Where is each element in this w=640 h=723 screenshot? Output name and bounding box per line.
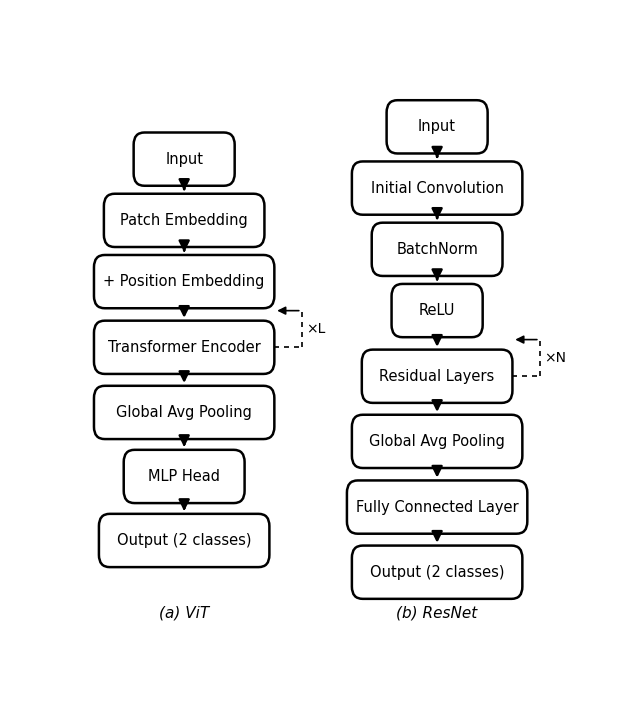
Text: Global Avg Pooling: Global Avg Pooling bbox=[116, 405, 252, 420]
FancyBboxPatch shape bbox=[352, 161, 522, 215]
FancyBboxPatch shape bbox=[134, 132, 235, 186]
FancyBboxPatch shape bbox=[94, 255, 275, 308]
FancyBboxPatch shape bbox=[387, 100, 488, 153]
Text: Input: Input bbox=[165, 152, 203, 166]
FancyBboxPatch shape bbox=[124, 450, 244, 503]
FancyBboxPatch shape bbox=[99, 514, 269, 567]
Text: Output (2 classes): Output (2 classes) bbox=[117, 533, 252, 548]
FancyBboxPatch shape bbox=[94, 386, 275, 439]
Text: Residual Layers: Residual Layers bbox=[380, 369, 495, 384]
Text: Initial Convolution: Initial Convolution bbox=[371, 181, 504, 196]
FancyBboxPatch shape bbox=[352, 546, 522, 599]
Text: Fully Connected Layer: Fully Connected Layer bbox=[356, 500, 518, 515]
Text: ReLU: ReLU bbox=[419, 303, 455, 318]
Text: (a) ViT: (a) ViT bbox=[159, 605, 209, 620]
FancyBboxPatch shape bbox=[104, 194, 264, 247]
Text: Input: Input bbox=[418, 119, 456, 134]
FancyBboxPatch shape bbox=[94, 321, 275, 374]
Text: BatchNorm: BatchNorm bbox=[396, 241, 478, 257]
FancyBboxPatch shape bbox=[392, 284, 483, 337]
FancyBboxPatch shape bbox=[362, 350, 513, 403]
FancyBboxPatch shape bbox=[372, 223, 502, 276]
FancyBboxPatch shape bbox=[352, 415, 522, 468]
Text: ×L: ×L bbox=[306, 322, 325, 336]
Text: Patch Embedding: Patch Embedding bbox=[120, 213, 248, 228]
Text: Output (2 classes): Output (2 classes) bbox=[370, 565, 504, 580]
Text: + Position Embedding: + Position Embedding bbox=[104, 274, 265, 289]
Text: (b) ResNet: (b) ResNet bbox=[397, 605, 477, 620]
Text: MLP Head: MLP Head bbox=[148, 469, 220, 484]
Text: Transformer Encoder: Transformer Encoder bbox=[108, 340, 260, 355]
Text: ×N: ×N bbox=[544, 351, 566, 365]
FancyBboxPatch shape bbox=[347, 481, 527, 534]
Text: Global Avg Pooling: Global Avg Pooling bbox=[369, 434, 505, 449]
